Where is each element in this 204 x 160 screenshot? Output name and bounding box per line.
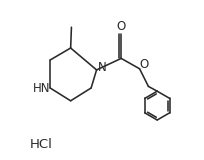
Text: O: O	[116, 20, 126, 33]
Text: HCl: HCl	[30, 137, 53, 151]
Text: HN: HN	[33, 81, 50, 95]
Text: O: O	[140, 58, 149, 71]
Text: N: N	[98, 61, 107, 74]
